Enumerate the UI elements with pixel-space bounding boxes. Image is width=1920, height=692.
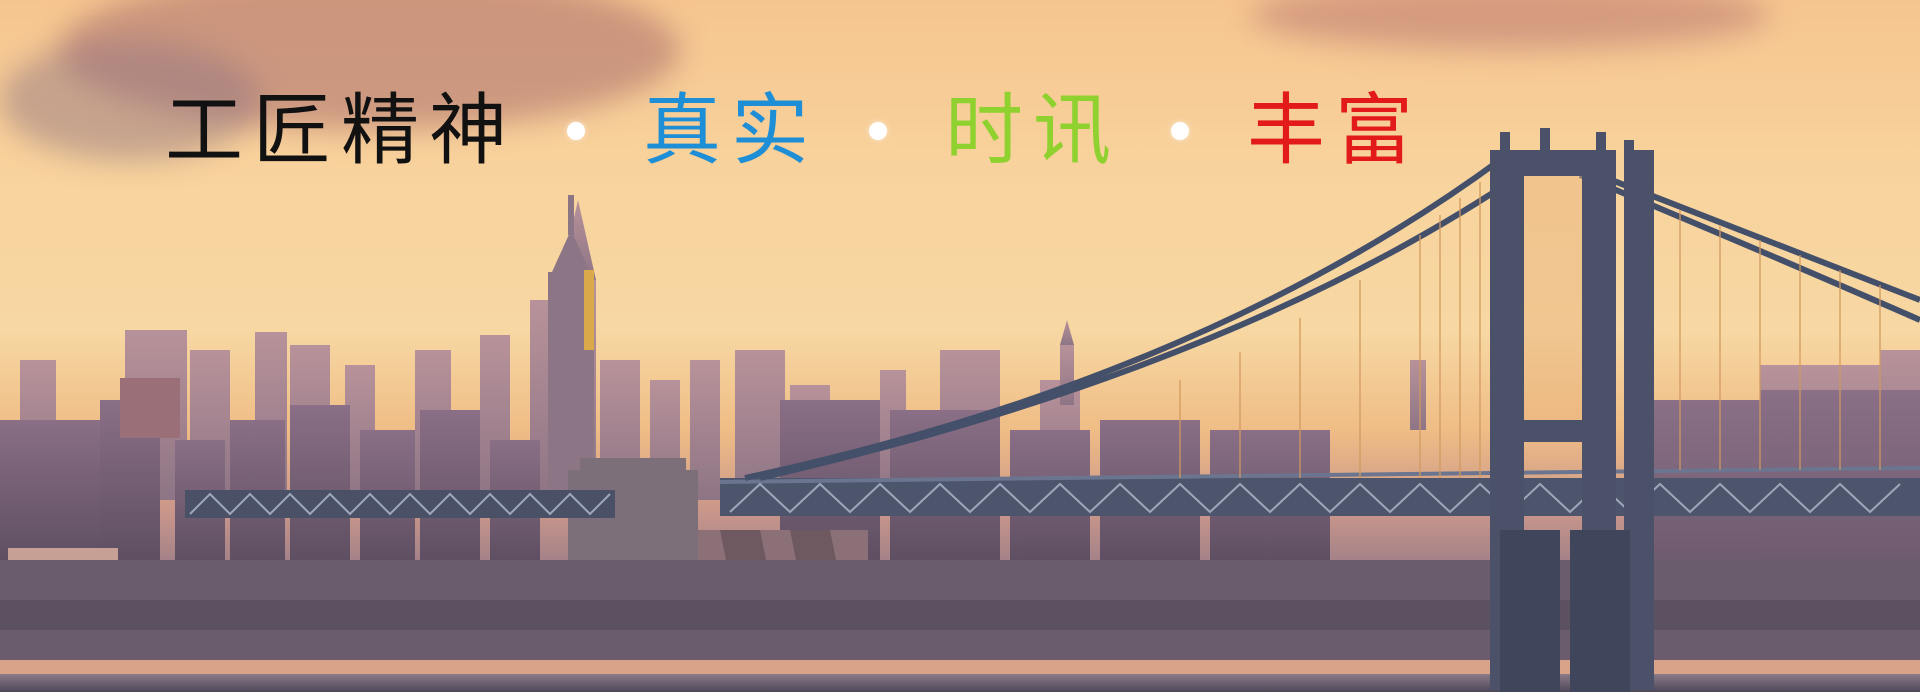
bridge-tower <box>1490 128 1654 692</box>
slogan-timely-news: 时讯 <box>945 86 1122 176</box>
slogan-rich: 丰富 <box>1247 86 1424 176</box>
separator-dot <box>567 122 586 140</box>
slogan: 工匠精神 真实 时讯 丰富 <box>165 92 1423 170</box>
lower-road <box>0 660 1920 674</box>
separator-dot <box>1171 122 1190 140</box>
slogan-craftsmanship: 工匠精神 <box>165 86 518 176</box>
slogan-authentic: 真实 <box>643 86 820 176</box>
separator-dot <box>869 122 888 140</box>
cloud <box>0 40 260 160</box>
water <box>0 674 1920 692</box>
bridge-deck <box>185 466 1920 518</box>
tall-tower <box>548 195 594 502</box>
